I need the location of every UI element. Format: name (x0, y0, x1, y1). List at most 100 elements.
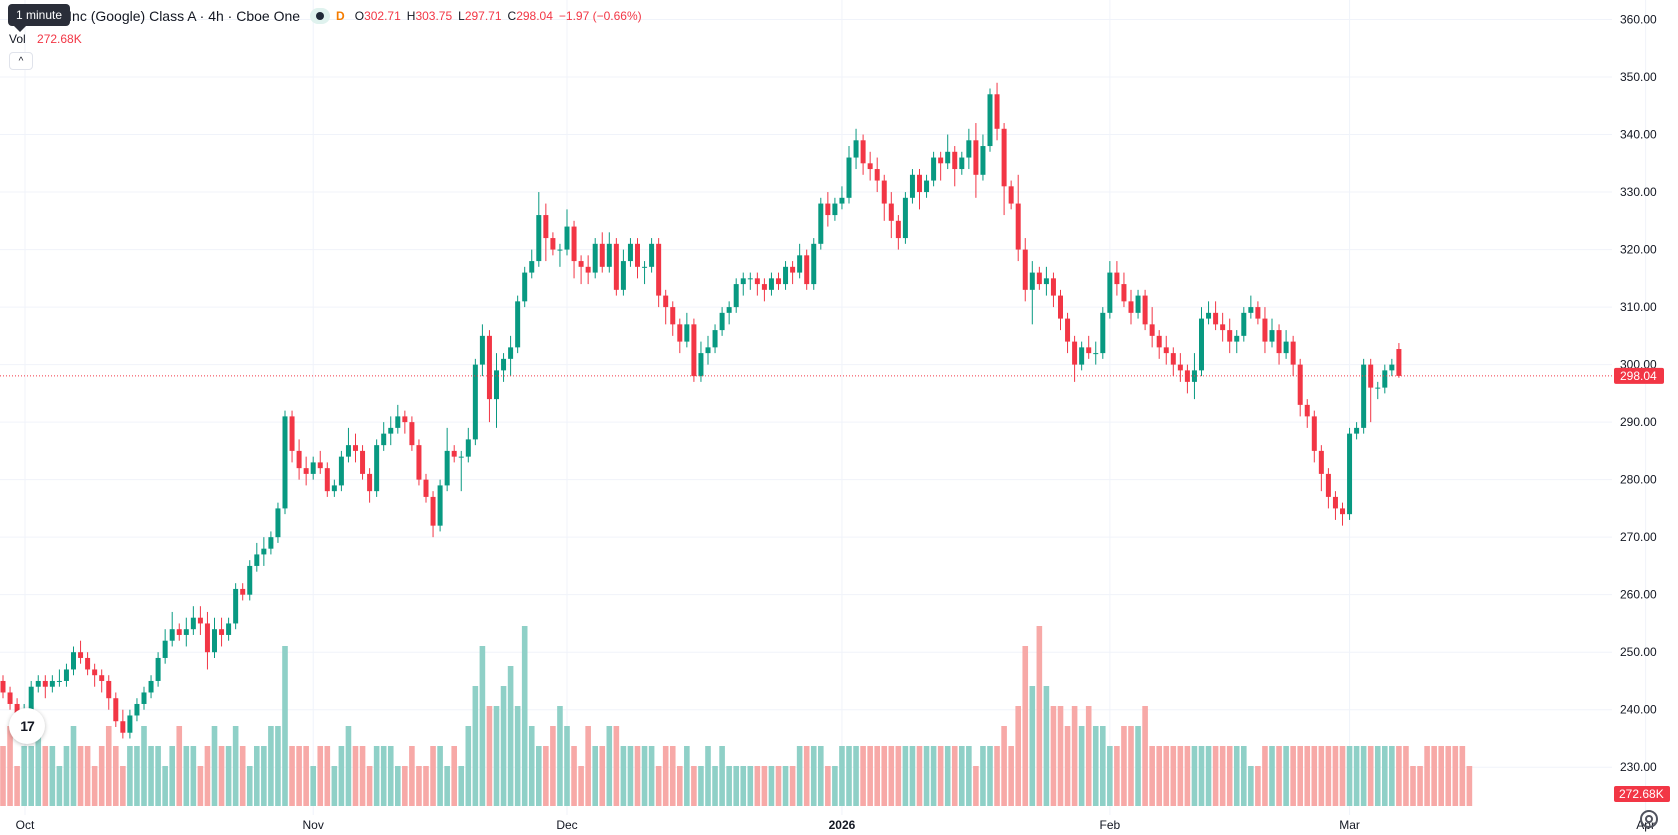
volume-bar (63, 746, 70, 806)
candle (212, 617, 217, 658)
candle (592, 238, 598, 279)
volume-bar (359, 746, 366, 806)
candle (233, 583, 239, 630)
market-status-icon[interactable] (310, 8, 331, 24)
gear-icon[interactable] (1640, 810, 1658, 828)
candle (649, 238, 655, 273)
candle (508, 335, 514, 377)
volume-bar (1262, 746, 1268, 806)
candle (282, 410, 288, 515)
volume-bar (225, 746, 232, 806)
candle-body (85, 657, 91, 670)
candle-body (28, 686, 34, 710)
volume-bar (888, 746, 895, 806)
candle (1227, 318, 1233, 354)
candle (543, 203, 549, 262)
candle (881, 174, 887, 221)
volume-bar (1396, 746, 1402, 806)
candle (0, 675, 6, 699)
volume-bar (134, 746, 140, 806)
candle (1029, 261, 1035, 325)
volume-bar (239, 746, 246, 806)
candle (1093, 341, 1099, 365)
candle-body (677, 324, 683, 342)
candle-body (63, 669, 69, 681)
candle (620, 249, 626, 296)
candle-body (853, 140, 859, 158)
candle-body (240, 588, 246, 595)
last-price-badge (1614, 367, 1664, 384)
volume-bar (28, 746, 34, 806)
candle-body (268, 537, 274, 549)
candle-body (261, 548, 267, 555)
volume-bar (1438, 746, 1444, 806)
candle (1340, 502, 1345, 526)
volume-label: Vol (9, 32, 26, 46)
volume-bar (42, 746, 49, 806)
candle-body (585, 266, 591, 273)
candle (599, 232, 605, 273)
candle-body (606, 243, 612, 267)
candle (275, 502, 281, 543)
volume-bar (49, 746, 56, 806)
time-axis[interactable]: Oct Nov Dec 2026 Feb Mar Apr (16, 818, 1655, 832)
volume-bar (987, 746, 993, 806)
volume-bar (881, 746, 888, 806)
volume-bar (416, 766, 422, 806)
candle (465, 427, 471, 463)
volume-bar (472, 686, 479, 806)
volume-bar (303, 746, 309, 806)
volume-bar (1142, 706, 1148, 806)
candle-body (451, 450, 457, 457)
candle (909, 169, 915, 204)
volume-bar (1029, 686, 1036, 806)
candle (874, 157, 880, 193)
candle-body (832, 203, 838, 216)
volume-bar (409, 746, 415, 806)
candle-body (790, 266, 796, 273)
candle-body (642, 266, 648, 268)
candle (1170, 347, 1176, 377)
candle-body (599, 243, 605, 267)
candle (42, 675, 48, 699)
candle-body (649, 243, 655, 267)
volume-bar (1064, 726, 1071, 806)
candle (1128, 289, 1134, 325)
candle (606, 232, 612, 273)
collapse-legend-button[interactable]: ^ (9, 52, 33, 70)
volume-bar (860, 746, 866, 806)
last-price-label: 298.04 (1620, 369, 1657, 383)
price-tick-label: 310.00 (1620, 300, 1657, 314)
candle (444, 427, 450, 492)
volume-bar (818, 746, 824, 806)
candle-body (1234, 335, 1240, 342)
candle-body (945, 151, 951, 164)
volume-bar (994, 746, 1000, 806)
volume-bar (423, 766, 429, 806)
candle-body (783, 266, 789, 285)
candle (78, 640, 84, 664)
candle (1177, 353, 1183, 382)
candle-body (776, 278, 781, 285)
candle (931, 151, 937, 187)
candle-body (169, 629, 175, 641)
symbol-title[interactable]: Alphabet Inc (Google) Class A · 4h · Cbo… (9, 8, 301, 24)
candle-body (1262, 318, 1268, 342)
price-axis[interactable]: 360.00350.00340.00330.00320.00310.00300.… (1614, 13, 1670, 802)
candle (388, 416, 394, 446)
volume-bar (324, 746, 331, 806)
candle-body (430, 496, 436, 526)
tradingview-logo-icon[interactable]: 17 (9, 708, 45, 744)
candle-body (909, 174, 915, 198)
candle (1135, 289, 1141, 319)
volume-bar (395, 766, 401, 806)
volume-bar (923, 746, 930, 806)
candle (1050, 272, 1056, 308)
time-tick-label: Mar (1339, 818, 1360, 832)
candle-body (1065, 318, 1071, 342)
candle-body (247, 565, 253, 595)
volume-bar (1290, 746, 1296, 806)
volume-bar (1248, 766, 1254, 806)
volume-bar (1297, 746, 1303, 806)
